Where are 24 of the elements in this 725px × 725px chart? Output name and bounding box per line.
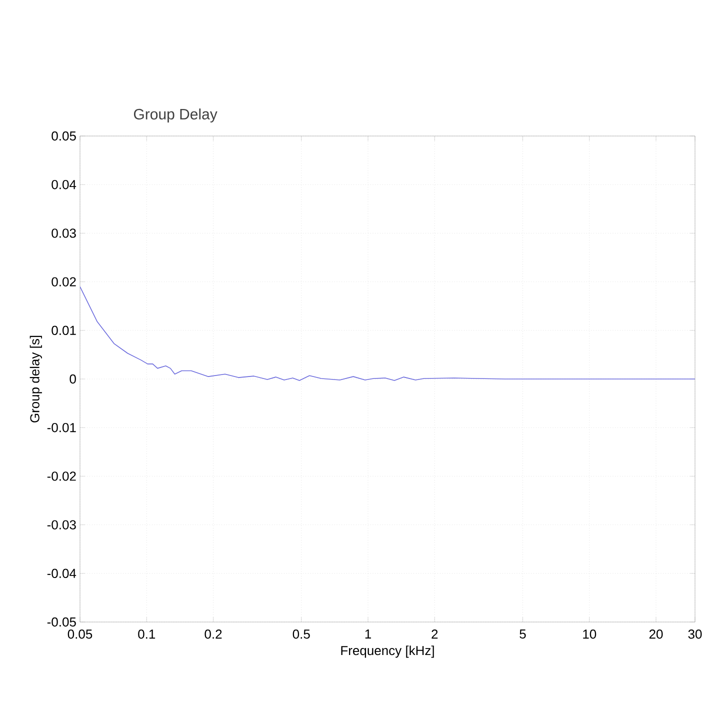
x-tick-label: 0.1	[138, 630, 156, 639]
y-tick-label: 0	[70, 374, 76, 384]
x-tick-label: 20	[649, 630, 663, 639]
x-axis-title: Frequency [kHz]	[341, 646, 434, 658]
x-tick-label: 0.05	[68, 630, 92, 639]
chart-title: Group Delay	[134, 108, 218, 122]
x-tick-label: 30	[688, 630, 702, 639]
y-tick-label: -0.01	[47, 422, 76, 432]
y-axis-title: Group delay [s]	[30, 336, 42, 422]
x-tick-label: 5	[520, 630, 526, 639]
x-tick-label: 10	[583, 630, 596, 639]
y-tick-label: -0.04	[47, 568, 76, 578]
y-tick-label: -0.05	[47, 617, 76, 627]
y-tick-label: -0.03	[47, 520, 76, 530]
x-tick-label: 0.5	[292, 630, 310, 639]
x-tick-label: 2	[432, 630, 438, 639]
y-tick-label: 0.03	[52, 228, 76, 238]
y-tick-label: 0.04	[52, 180, 76, 190]
y-tick-label: -0.02	[47, 472, 76, 481]
y-tick-label: 0.01	[52, 326, 76, 335]
x-tick-label: 0.2	[204, 630, 222, 639]
x-tick-label: 1	[365, 630, 371, 638]
y-tick-label: 0.02	[52, 277, 76, 286]
y-tick-label: 0.05	[52, 131, 76, 141]
